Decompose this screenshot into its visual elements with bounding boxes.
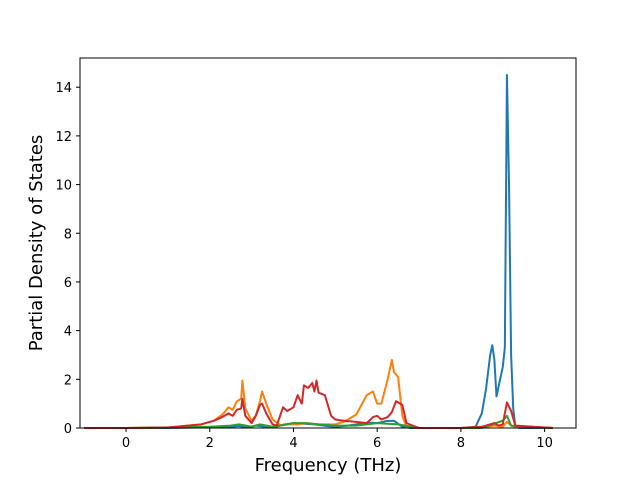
y-axis-ticks: 0 2 4 6 8 10 12 14 (55, 81, 80, 437)
x-tick-label: 0 (122, 436, 130, 451)
plot-frame (79, 57, 577, 429)
y-axis-label: Partial Density of States (26, 135, 47, 352)
x-tick-label: 8 (457, 436, 465, 451)
x-tick-label: 10 (536, 436, 553, 451)
y-tick-label: 6 (64, 276, 72, 291)
y-tick-label: 14 (55, 81, 72, 96)
x-tick-label: 4 (289, 436, 297, 451)
y-tick-label: 2 (64, 373, 72, 388)
x-tick-label: 6 (373, 436, 381, 451)
y-tick-label: 4 (64, 325, 72, 340)
y-tick-label: 10 (55, 179, 72, 194)
x-tick-label: 2 (206, 436, 214, 451)
x-axis-ticks: 0 2 4 6 8 10 (122, 428, 553, 451)
y-tick-label: 12 (55, 130, 72, 145)
y-tick-label: 0 (64, 422, 72, 437)
y-tick-label: 8 (64, 227, 72, 242)
x-axis-label: Frequency (THz) (255, 455, 402, 476)
